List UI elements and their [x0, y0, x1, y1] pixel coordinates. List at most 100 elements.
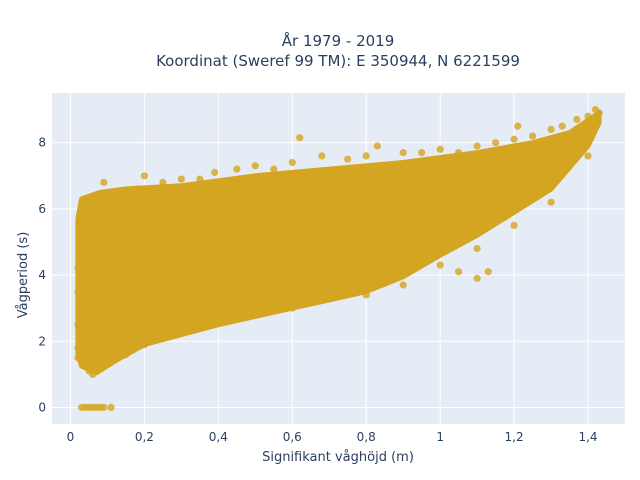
- data-point: [325, 278, 333, 286]
- data-point: [211, 168, 219, 176]
- data-point: [362, 152, 370, 160]
- chart-title-line2: Koordinat (Sweref 99 TM): E 350944, N 62…: [156, 52, 520, 70]
- data-point: [103, 354, 112, 362]
- data-point: [399, 185, 407, 193]
- data-point: [76, 218, 84, 226]
- y-axis-title: Vågperiod (s): [16, 232, 31, 319]
- data-point: [296, 134, 304, 142]
- data-point: [473, 142, 481, 150]
- data-point: [118, 188, 126, 196]
- data-point: [140, 341, 148, 349]
- data-point: [514, 122, 522, 130]
- data-point: [510, 162, 518, 170]
- y-tick-label: 6: [38, 202, 46, 216]
- data-point: [78, 238, 86, 246]
- data-point: [288, 205, 296, 213]
- y-tick-label: 4: [38, 268, 46, 282]
- data-point: [558, 122, 566, 130]
- data-point: [251, 162, 259, 170]
- data-point: [399, 149, 407, 157]
- data-point: [103, 192, 112, 200]
- data-point: [529, 132, 537, 140]
- data-point: [473, 245, 481, 253]
- data-point: [473, 274, 481, 282]
- data-point: [214, 317, 222, 325]
- x-tick-labels: 0 0,2 0,4 0,6 0,8 1 1,2 1,4: [67, 430, 598, 444]
- data-point: [455, 268, 463, 276]
- data-point: [344, 155, 352, 163]
- data-point: [107, 403, 115, 411]
- data-point: [362, 188, 370, 196]
- chart-title-line1: År 1979 - 2019: [282, 31, 395, 50]
- data-point: [325, 195, 333, 203]
- data-point: [347, 274, 355, 282]
- y-tick-label: 0: [38, 400, 46, 414]
- data-point: [436, 261, 444, 269]
- data-point: [92, 198, 100, 206]
- data-point: [336, 273, 344, 281]
- data-point: [547, 198, 555, 206]
- data-point: [122, 350, 130, 359]
- data-point: [89, 370, 97, 378]
- data-point: [214, 218, 222, 226]
- data-point: [196, 175, 204, 183]
- data-point: [584, 112, 592, 120]
- x-axis-title: Signifikant våghöjd (m): [262, 450, 414, 465]
- data-point: [233, 165, 241, 173]
- data-point: [492, 139, 500, 147]
- x-tick-label: 0,6: [283, 430, 302, 444]
- data-point: [547, 125, 555, 133]
- data-point: [177, 225, 185, 233]
- data-point: [140, 231, 148, 239]
- data-point: [325, 294, 333, 302]
- x-tick-label: 1: [436, 430, 444, 444]
- data-point: [436, 145, 444, 153]
- data-point: [81, 304, 89, 312]
- data-point: [573, 115, 581, 124]
- data-point: [177, 175, 185, 183]
- data-point: [584, 152, 592, 160]
- data-point: [159, 178, 167, 186]
- data-point: [74, 344, 82, 352]
- y-tick-label: 8: [38, 136, 46, 150]
- data-point: [473, 172, 481, 180]
- data-point: [74, 354, 82, 362]
- data-point: [510, 135, 518, 143]
- data-point: [484, 268, 492, 276]
- data-point: [288, 158, 296, 167]
- data-points: [74, 106, 603, 411]
- x-tick-label: 1,2: [505, 430, 524, 444]
- data-point: [74, 321, 82, 329]
- data-point: [133, 185, 141, 193]
- data-point: [251, 307, 259, 316]
- data-point: [100, 178, 108, 186]
- data-point: [418, 149, 426, 157]
- data-point: [455, 149, 463, 157]
- x-tick-label: 0,2: [135, 430, 154, 444]
- data-point: [373, 142, 381, 150]
- data-point: [362, 291, 370, 299]
- data-point: [140, 172, 148, 180]
- data-point: [288, 304, 296, 312]
- data-point: [436, 178, 444, 186]
- x-tick-label: 0,8: [357, 430, 376, 444]
- data-point: [270, 165, 278, 173]
- y-tick-labels: 0 2 4 6 8: [38, 136, 46, 415]
- data-point: [100, 403, 108, 411]
- x-tick-label: 1,4: [578, 430, 597, 444]
- data-point: [399, 281, 407, 289]
- data-point: [74, 264, 82, 272]
- x-tick-label: 0,4: [209, 430, 228, 444]
- x-tick-label: 0: [67, 430, 75, 444]
- data-point: [595, 109, 603, 117]
- data-point: [177, 327, 185, 335]
- data-point: [318, 152, 326, 160]
- data-point: [103, 245, 112, 253]
- y-tick-label: 2: [38, 334, 46, 348]
- data-point: [96, 364, 104, 372]
- data-point: [85, 218, 93, 226]
- data-point: [251, 208, 259, 216]
- data-point: [74, 288, 82, 296]
- data-point: [510, 221, 518, 229]
